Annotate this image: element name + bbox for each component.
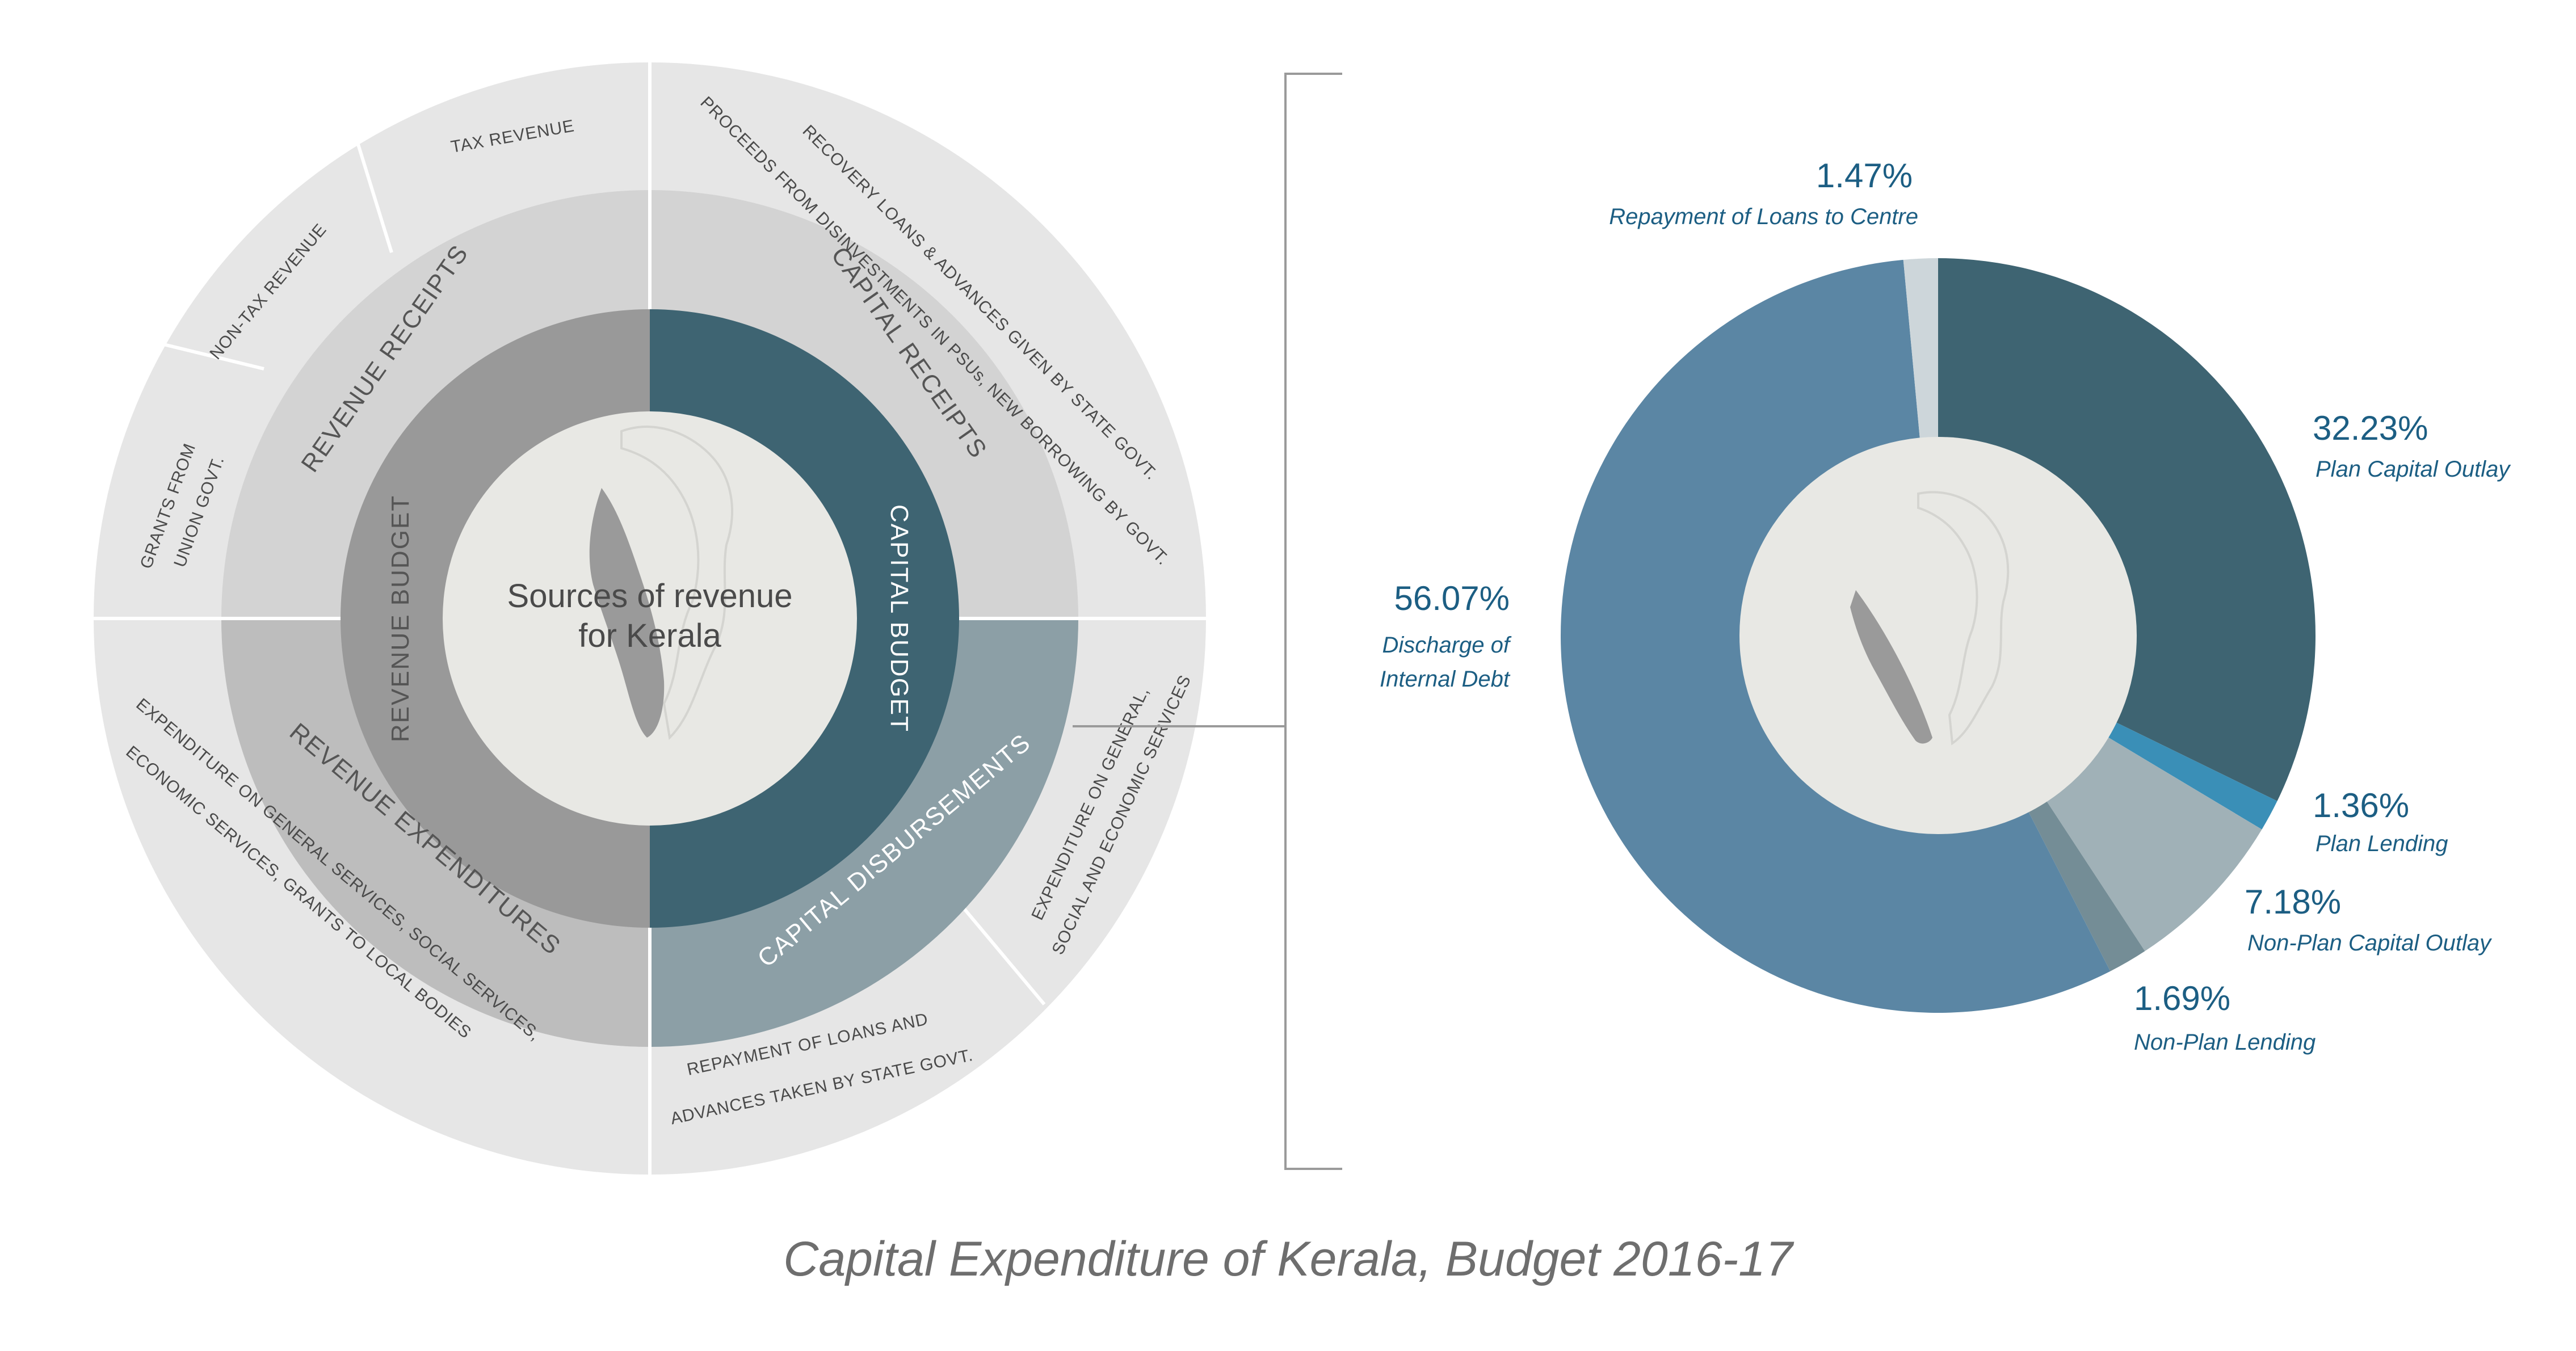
capital-expenditure-donut: 1.47% Repayment of Loans to Centre 32.23… bbox=[1380, 157, 2511, 1055]
label-cat-plan-lending: Plan Lending bbox=[2316, 831, 2448, 856]
label-pct-discharge-internal-debt: 56.07% bbox=[1394, 579, 1510, 617]
label-cat-discharge-internal-debt-line2: Internal Debt bbox=[1380, 667, 1511, 692]
label-pct-non-plan-capital-outlay: 7.18% bbox=[2245, 883, 2341, 921]
center-title-line1: Sources of revenue bbox=[507, 578, 793, 615]
label-cat-non-plan-capital-outlay: Non-Plan Capital Outlay bbox=[2247, 931, 2493, 956]
label-pct-non-plan-lending: 1.69% bbox=[2134, 979, 2230, 1017]
revenue-budget-label: REVENUE BUDGET bbox=[386, 495, 414, 742]
label-cat-non-plan-lending: Non-Plan Lending bbox=[2134, 1030, 2316, 1055]
sources-of-revenue-sunburst: Sources of revenue for Kerala REVENUE BU… bbox=[94, 62, 1206, 1175]
label-pct-repayment-loans-centre: 1.47% bbox=[1816, 157, 1913, 195]
label-cat-repayment-loans-centre: Repayment of Loans to Centre bbox=[1609, 204, 1918, 229]
donut-center-disc bbox=[1739, 437, 2137, 834]
label-cat-plan-capital-outlay: Plan Capital Outlay bbox=[2316, 457, 2511, 482]
label-pct-plan-capital-outlay: 32.23% bbox=[2313, 409, 2428, 447]
label-pct-plan-lending: 1.36% bbox=[2313, 786, 2409, 824]
label-cat-discharge-internal-debt-line1: Discharge of bbox=[1382, 633, 1511, 658]
capital-budget-label: CAPITAL BUDGET bbox=[885, 504, 913, 733]
chart-title: Capital Expenditure of Kerala, Budget 20… bbox=[0, 1231, 2576, 1287]
center-title-line2: for Kerala bbox=[578, 617, 721, 654]
